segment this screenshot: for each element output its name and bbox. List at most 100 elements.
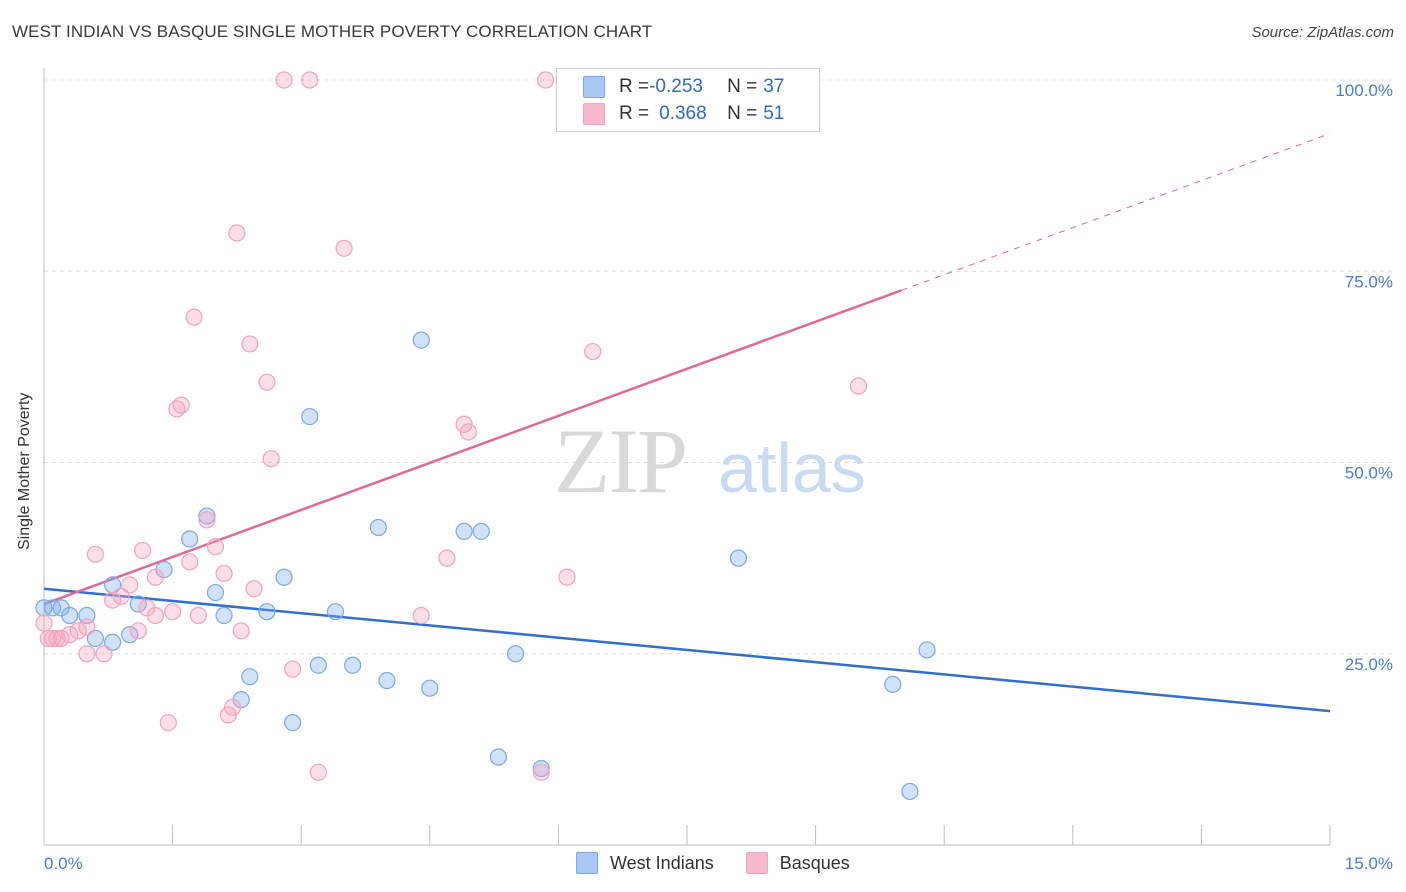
data-point (103, 576, 122, 594)
data-point (918, 641, 936, 659)
data-point (258, 603, 276, 621)
data-point (241, 335, 259, 353)
data-point (95, 645, 113, 663)
data-point (245, 580, 263, 598)
watermark-zip: ZIP (554, 410, 686, 512)
data-point (198, 507, 216, 525)
data-point (506, 645, 525, 663)
data-point (86, 545, 105, 563)
data-point (584, 342, 602, 361)
legend-row-west-indians: R = -0.253 N = 37 (583, 76, 784, 98)
legend-n-value: 51 (763, 103, 785, 124)
grid-lines (44, 79, 1395, 655)
data-point (181, 553, 199, 571)
y-tick-label: 25.0% (1345, 655, 1393, 674)
data-point (52, 629, 70, 648)
data-point (884, 675, 902, 693)
data-point (121, 626, 139, 644)
bottom-legend-swatch-west-indians (576, 852, 598, 874)
legend-n-label: N = (727, 76, 758, 97)
data-point (61, 606, 79, 625)
data-point (78, 645, 96, 663)
data-point (103, 633, 122, 651)
data-point (241, 668, 259, 686)
trend-line-basques (43, 289, 902, 606)
data-point (536, 71, 555, 89)
trend-lines (43, 133, 1331, 713)
bottom-legend-item-basques: Basques (745, 852, 850, 874)
legend-swatch-west-indians (583, 76, 605, 98)
data-point (103, 591, 122, 609)
tick-labels: 25.0% 50.0% 75.0% 100.0% 0.0% 15.0% (44, 81, 1393, 873)
data-point (301, 71, 319, 89)
data-point (146, 606, 165, 625)
data-point (472, 522, 490, 540)
legend-n-value: 37 (763, 76, 785, 97)
data-point (129, 622, 147, 640)
data-point (326, 603, 345, 621)
watermark: ZIP atlas (554, 410, 866, 512)
series-basques (35, 71, 868, 781)
data-point (159, 713, 177, 732)
data-point (172, 396, 190, 414)
data-point (185, 308, 203, 326)
y-tick-label: 75.0% (1345, 272, 1393, 291)
data-point (228, 224, 246, 242)
data-point (206, 583, 225, 602)
data-point (459, 423, 477, 441)
data-point (412, 331, 430, 349)
data-point (35, 599, 53, 617)
y-axis-label-wrap: Single Mother Poverty (16, 298, 34, 550)
data-point (284, 713, 302, 732)
data-point (301, 408, 319, 426)
data-point (275, 568, 293, 586)
y-axis-label: Single Mother Poverty (16, 392, 33, 550)
bottom-legend: West Indians Basques (576, 852, 882, 874)
source-credit: Source: ZipAtlas.com (1251, 24, 1394, 41)
legend-r-label: R = (619, 76, 650, 97)
data-point (69, 622, 87, 640)
legend: R = -0.253 N = 37 R = 0.368 N = 51 (556, 68, 820, 132)
y-tick-label: 100.0% (1335, 81, 1393, 100)
data-point (232, 622, 250, 640)
bottom-legend-swatch-basques (745, 852, 768, 874)
y-tick-label: 50.0% (1345, 464, 1393, 483)
data-point (121, 576, 139, 594)
data-point (558, 568, 576, 586)
watermark-atlas: atlas (718, 429, 866, 507)
data-point (215, 606, 233, 625)
data-point (258, 373, 276, 391)
trend-line-west-indians (43, 587, 1331, 713)
data-point (48, 629, 66, 648)
data-point (438, 549, 456, 567)
data-point (489, 748, 507, 766)
data-point (412, 606, 430, 625)
data-points (35, 71, 936, 801)
legend-n-label: N = (727, 103, 758, 124)
data-point (198, 511, 216, 529)
data-point (335, 239, 353, 257)
data-point (344, 656, 362, 674)
data-point (181, 530, 199, 548)
data-point (206, 538, 225, 556)
data-point (729, 549, 748, 567)
data-point (532, 763, 550, 781)
data-point (901, 782, 919, 801)
chart-title: WEST INDIAN VS BASQUE SINGLE MOTHER POVE… (12, 22, 653, 41)
data-point (849, 377, 868, 395)
data-point (112, 587, 130, 605)
legend-row-basques: R = 0.368 N = 51 (583, 103, 784, 125)
bottom-legend-label-basques: Basques (779, 852, 850, 873)
legend-r-value: 0.368 (659, 103, 707, 124)
data-point (78, 618, 96, 636)
data-point (215, 564, 233, 583)
data-point (129, 595, 147, 613)
trend-line-basques-extension (901, 133, 1331, 291)
x-tick-label: 0.0% (44, 854, 83, 873)
data-point (146, 568, 165, 586)
bottom-legend-item-west-indians: West Indians (576, 852, 714, 874)
legend-r-label: R = (619, 103, 650, 124)
data-point (421, 679, 439, 697)
data-point (133, 541, 152, 560)
